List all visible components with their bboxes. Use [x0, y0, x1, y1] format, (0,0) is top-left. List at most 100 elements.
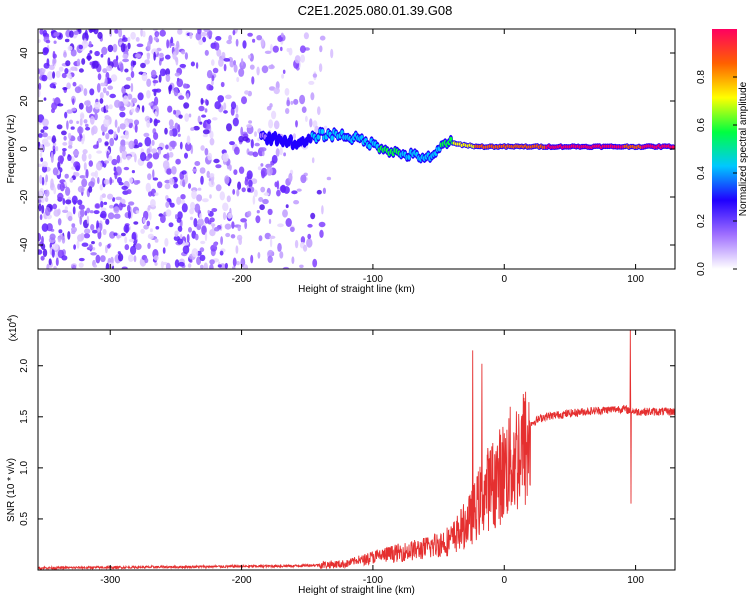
- noise-blob: [330, 48, 334, 59]
- noise-blob: [62, 87, 68, 91]
- noise-blob: [102, 131, 105, 136]
- noise-blob: [83, 162, 87, 171]
- noise-blob: [190, 127, 195, 131]
- noise-blob: [233, 169, 238, 176]
- noise-blob: [64, 111, 68, 119]
- noise-blob: [119, 123, 126, 130]
- noise-blob: [187, 263, 192, 268]
- noise-blob: [38, 38, 41, 44]
- noise-blob: [78, 257, 85, 262]
- noise-blob: [63, 135, 67, 141]
- noise-blob: [120, 135, 126, 139]
- noise-blob: [85, 34, 89, 39]
- noise-blob: [295, 120, 298, 128]
- noise-blob: [277, 35, 283, 42]
- noise-blob: [247, 188, 252, 193]
- noise-blob: [48, 64, 55, 70]
- noise-blob: [147, 173, 152, 181]
- noise-blob: [184, 152, 188, 159]
- noise-blob: [232, 257, 237, 267]
- noise-blob: [211, 224, 215, 230]
- noise-blob: [63, 51, 67, 58]
- noise-blob: [199, 247, 205, 253]
- noise-blob: [147, 242, 151, 249]
- noise-blob: [67, 231, 71, 240]
- noise-blob: [224, 175, 230, 185]
- noise-blob: [41, 165, 48, 173]
- noise-blob: [254, 142, 260, 147]
- noise-blob: [43, 97, 47, 101]
- noise-blob: [257, 137, 260, 142]
- noise-blob: [52, 243, 59, 251]
- noise-blob: [39, 214, 43, 221]
- noise-blob: [109, 231, 116, 239]
- noise-blob: [96, 220, 99, 230]
- noise-blob: [70, 126, 75, 130]
- noise-blob: [223, 58, 231, 62]
- noise-blob: [223, 110, 228, 114]
- noise-blob: [128, 238, 135, 243]
- noise-blob: [227, 212, 233, 219]
- noise-blob: [166, 152, 170, 161]
- noise-blob: [65, 199, 72, 205]
- noise-blob: [316, 189, 322, 195]
- noise-blob: [266, 105, 272, 111]
- noise-blob: [242, 40, 247, 49]
- colorbar: 0.0 0.2 0.4 0.6 0.8 Normalized spectral ampli…: [696, 29, 749, 276]
- noise-blob: [62, 198, 66, 205]
- noise-blob: [42, 118, 49, 127]
- noise-blob: [234, 146, 240, 155]
- noise-blob: [41, 204, 45, 214]
- noise-blob: [209, 173, 215, 177]
- noise-blob: [288, 172, 293, 183]
- noise-blob: [133, 180, 139, 185]
- noise-blob: [200, 240, 206, 245]
- noise-blob: [123, 166, 130, 171]
- noise-blob: [108, 129, 114, 135]
- noise-blob: [135, 53, 141, 58]
- noise-blob: [191, 189, 197, 200]
- noise-blob: [247, 32, 253, 37]
- noise-blob: [173, 87, 179, 97]
- noise-blob: [232, 189, 236, 195]
- noise-blob: [79, 175, 87, 179]
- noise-blob: [38, 203, 42, 212]
- noise-blob: [142, 30, 146, 38]
- signal-blob-core: [320, 128, 325, 135]
- noise-blob: [110, 74, 118, 82]
- noise-blob: [321, 205, 324, 215]
- noise-blob: [236, 261, 240, 266]
- noise-blob: [204, 108, 208, 113]
- noise-blob: [88, 160, 94, 167]
- noise-blob: [206, 170, 211, 178]
- noise-blob: [180, 199, 186, 205]
- noise-blob: [89, 50, 93, 54]
- noise-blob: [135, 37, 140, 42]
- noise-blob: [140, 29, 143, 37]
- noise-blob: [140, 62, 146, 69]
- noise-blob: [214, 42, 220, 51]
- noise-blob: [235, 38, 239, 47]
- noise-blob: [181, 203, 188, 213]
- noise-blob: [64, 206, 68, 211]
- snr-line: [38, 330, 675, 570]
- noise-blob: [291, 190, 298, 195]
- noise-blob: [152, 177, 159, 181]
- noise-blob: [282, 209, 288, 218]
- noise-blob: [118, 182, 124, 186]
- noise-blob: [81, 58, 86, 65]
- noise-blob: [74, 86, 82, 94]
- noise-blob: [197, 187, 202, 191]
- x-tick-label: 100: [627, 274, 644, 285]
- noise-blob: [52, 203, 58, 210]
- noise-blob: [141, 72, 148, 82]
- noise-blob: [310, 212, 316, 220]
- noise-blob: [150, 199, 156, 208]
- noise-blob: [260, 38, 265, 47]
- noise-blob: [254, 131, 257, 137]
- noise-blob: [152, 80, 159, 84]
- noise-blob: [131, 108, 135, 113]
- noise-blob: [127, 42, 131, 50]
- noise-blob: [200, 97, 204, 105]
